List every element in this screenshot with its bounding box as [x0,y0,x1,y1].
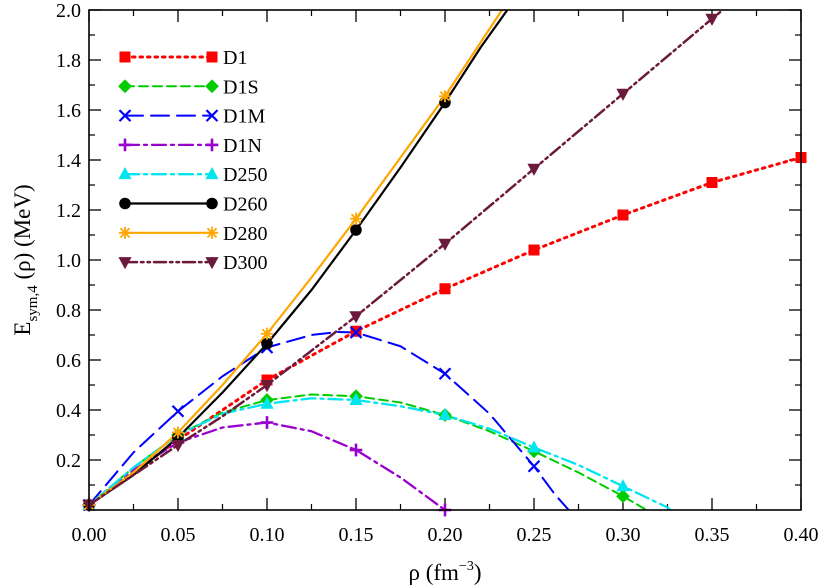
tick-marks [88,9,802,510]
series-lines [89,10,801,510]
series-markers [82,13,807,517]
legend-label-d1s: D1S [223,76,259,98]
data-point-d250 [349,392,363,405]
x-tick-label: 0.00 [72,524,107,546]
legend: D1 D1S D1M D1N D250 D260 D280 D300 [118,47,267,274]
series-line-d1s [89,393,649,510]
legend-marker-d1s [205,79,219,94]
y-axis-title: Esym,4 (ρ) (MeV) [10,184,41,335]
data-point-d1s [616,489,630,504]
legend-marker-d1n [205,138,219,152]
data-point-d300 [616,88,630,101]
data-point-d300 [527,163,541,176]
data-point-d1n [260,416,274,429]
data-point-d1 [439,283,451,295]
y-tick-label: 0.4 [56,400,81,422]
y-tick-label: 2.0 [56,0,81,22]
data-point-d260 [261,337,273,350]
data-point-d1m [438,367,452,381]
data-point-d300 [438,238,452,251]
data-point-d250 [260,396,274,409]
data-point-d280 [438,90,452,103]
y-tick-label: 1.6 [56,100,81,122]
y-tick-label: 0.6 [56,350,81,372]
series-line-d1 [89,156,801,507]
series-line-d1m [89,331,571,510]
legend-label-d1m: D1M [223,106,265,128]
legend-marker-d260 [119,197,131,210]
data-point-d1m [527,459,541,473]
legend-label-d1: D1 [223,47,247,69]
data-point-d1m [349,326,363,339]
data-point-d280 [171,426,185,439]
y-tick-label: 0.8 [56,300,81,322]
tick-labels: 0.00 0.05 0.10 0.15 0.20 0.25 0.30 0.35 0.40 0.2 0… [56,0,819,546]
data-point-d300 [705,13,719,26]
y-tick-label: 0.2 [56,450,81,472]
x-tick-label: 0.35 [695,524,730,546]
y-tick-label: 1.4 [56,150,81,172]
series-line-d250 [89,397,673,510]
data-point-d260 [350,224,362,236]
data-point-d1 [706,177,718,188]
x-tick-label: 0.10 [250,524,285,546]
x-tick-label: 0.40 [784,524,819,546]
legend-marker-d280 [118,226,132,239]
legend-marker-d1 [206,51,218,63]
y-tick-label: 1.0 [56,250,81,272]
data-point-d300 [171,440,185,453]
y-tick-label: 1.2 [56,200,81,222]
legend-marker-d1m [118,109,132,122]
data-point-d250 [438,407,452,420]
x-tick-label: 0.05 [161,524,196,546]
data-point-d250 [616,479,630,492]
data-point-d250 [527,440,541,453]
data-point-d1 [617,209,629,221]
legend-marker-d300 [205,257,219,270]
legend-marker-d280 [205,226,219,239]
legend-marker-d1n [118,138,132,152]
legend-label-d260: D260 [223,194,267,216]
legend-label-d250: D250 [223,164,267,186]
data-point-d300 [260,380,274,393]
data-point-d280 [349,212,363,225]
plot-frame [88,9,802,511]
x-tick-label: 0.15 [339,524,374,546]
x-axis-title: ρ (fm−3) [408,559,481,585]
series-line-d280 [89,10,504,507]
legend-marker-d250 [118,167,132,180]
y-tick-label: 1.8 [56,50,81,72]
x-tick-label: 0.20 [428,524,463,546]
data-point-d1m [171,404,185,418]
legend-marker-d1m [205,109,219,122]
x-tick-label: 0.30 [606,524,641,546]
series-line-d260 [89,10,509,507]
legend-label-d1n: D1N [223,135,262,157]
data-point-d300 [349,311,363,324]
legend-label-d300: D300 [223,252,267,274]
x-tick-label: 0.25 [517,524,552,546]
legend-marker-d250 [205,167,219,180]
data-point-d1 [528,244,540,256]
data-point-d280 [260,327,274,340]
data-point-d1 [261,374,273,386]
data-point-d1n [349,443,363,457]
legend-marker-d1 [119,51,131,63]
legend-label-d280: D280 [223,223,267,245]
legend-marker-d1s [118,79,132,94]
legend-marker-d300 [118,257,132,270]
legend-marker-d260 [206,197,218,210]
